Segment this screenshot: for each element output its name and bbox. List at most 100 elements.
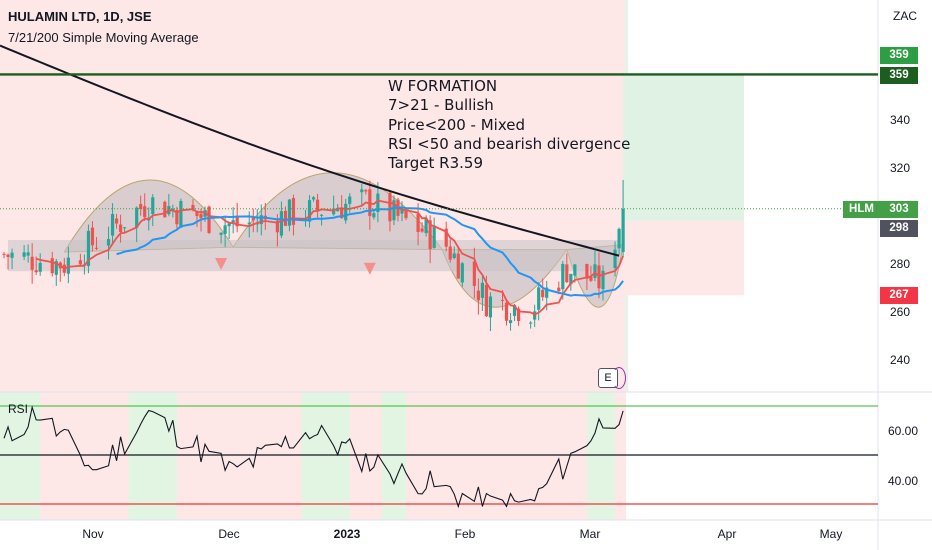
candle-body <box>593 264 597 278</box>
candle-body <box>372 213 376 218</box>
symbol-title[interactable]: HULAMIN LTD, 1D, JSE <box>8 9 152 24</box>
candle-body <box>472 261 476 286</box>
candle-body <box>452 253 456 259</box>
candle-body <box>94 247 99 249</box>
event-ring-icon <box>612 367 626 389</box>
candle-body <box>376 193 380 213</box>
candle-body <box>54 261 58 275</box>
candle-body <box>279 211 283 236</box>
candle-body <box>90 227 95 246</box>
time-tick-label: Nov <box>82 527 104 541</box>
candle-body <box>135 207 139 228</box>
candle-body <box>26 252 30 256</box>
price-tick-label: 320 <box>890 161 911 175</box>
candle-body <box>86 230 91 267</box>
annotation-line: W FORMATION <box>388 77 498 95</box>
candle-body <box>488 296 493 318</box>
candle-body <box>123 227 127 229</box>
candle-body <box>420 228 424 232</box>
rsi-overbought-zone <box>301 392 350 520</box>
candle-body <box>344 203 348 221</box>
candle-body <box>545 287 549 298</box>
candle-body <box>259 215 263 225</box>
candle-body <box>500 299 505 301</box>
candle-body <box>541 289 545 298</box>
candle-body <box>392 200 396 221</box>
candle-body <box>416 214 420 232</box>
candle-body <box>613 249 617 269</box>
candle-body <box>66 257 70 274</box>
candle-body <box>368 189 372 216</box>
candle-body <box>110 214 115 236</box>
candle-body <box>404 209 408 219</box>
candle-body <box>235 215 239 227</box>
candle-body <box>336 209 340 212</box>
candle-body <box>348 196 352 204</box>
rsi-overbought-zone <box>381 392 407 520</box>
ma7-line <box>35 199 624 316</box>
candle-body <box>311 197 316 200</box>
candle-body <box>617 228 621 249</box>
time-tick-label: Dec <box>218 527 240 541</box>
candle-body <box>143 206 147 218</box>
candle-body <box>388 192 392 222</box>
candle-body <box>6 254 10 257</box>
ticker-badge[interactable]: HLM <box>843 201 880 218</box>
candle-body <box>484 284 489 317</box>
candle-body <box>360 189 364 193</box>
time-tick-label: Apr <box>717 527 737 541</box>
stop-price-badge: 267 <box>880 287 918 304</box>
candle-body <box>569 273 573 285</box>
candle-body <box>191 204 195 211</box>
candle-body <box>247 222 251 225</box>
candle-body <box>106 239 111 246</box>
candle-body <box>508 320 513 324</box>
candle-body <box>287 199 292 226</box>
candle-body <box>219 232 223 235</box>
candle-body <box>504 302 509 321</box>
target-line-badge: 359 <box>880 67 918 84</box>
candle-body <box>621 208 625 252</box>
candle-body <box>448 246 452 260</box>
candle-body <box>557 287 561 292</box>
price-tick-label: 260 <box>890 305 911 319</box>
indicator-title[interactable]: 7/21/200 Simple Moving Average <box>8 30 199 45</box>
candle-body <box>223 225 227 234</box>
annotation-line: 7>21 - Bullish <box>388 96 494 115</box>
candle-body <box>34 270 38 273</box>
candle-body <box>573 264 577 276</box>
time-tick-label: Mar <box>579 527 601 541</box>
sell-signal-triangle <box>215 258 228 270</box>
candle-body <box>283 210 288 226</box>
candle-body <box>460 263 464 283</box>
candle-body <box>424 218 428 234</box>
annotation-line: Target R3.59 <box>388 154 483 173</box>
prev-close-badge: 298 <box>880 220 918 237</box>
candle-body <box>432 225 436 248</box>
stop-loss-zone <box>623 220 744 296</box>
candle-body <box>315 199 320 211</box>
candle-body <box>456 253 460 279</box>
candle-body <box>151 197 155 215</box>
candle-body <box>227 223 231 227</box>
rsi-pane-label[interactable]: RSI <box>8 402 29 416</box>
price-tick-label: 340 <box>890 113 911 127</box>
candle-body <box>231 220 235 224</box>
time-tick-label: May <box>819 527 843 541</box>
candle-body <box>340 207 344 219</box>
candle-body <box>364 190 368 192</box>
candle-body <box>195 210 199 217</box>
annotation-line: Price<200 - Mixed <box>388 115 526 134</box>
w-pattern-band <box>8 240 620 272</box>
candle-body <box>2 253 6 255</box>
candle-body <box>589 276 593 281</box>
candle-body <box>291 198 296 225</box>
candle-body <box>516 308 521 322</box>
rsi-overbought-zone <box>0 392 41 520</box>
candle-body <box>10 252 14 258</box>
annotation-line: RSI <50 and bearish divergence <box>388 134 631 153</box>
ma200-line <box>0 44 620 257</box>
candle-body <box>119 224 123 232</box>
